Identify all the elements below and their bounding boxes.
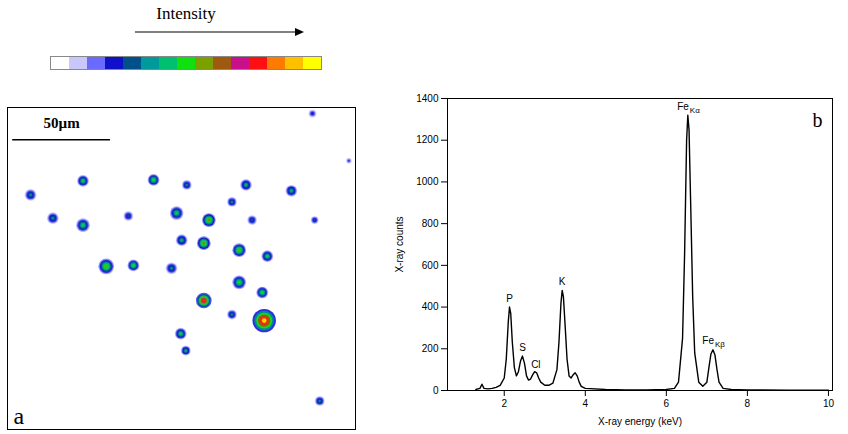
svg-text:Kα: Kα — [690, 106, 700, 115]
svg-text:b: b — [813, 109, 823, 131]
svg-text:X-ray counts: X-ray counts — [394, 216, 405, 272]
svg-text:200: 200 — [422, 343, 439, 354]
svg-text:Cl: Cl — [531, 359, 540, 370]
svg-text:Fe: Fe — [677, 101, 689, 112]
svg-text:2: 2 — [501, 398, 507, 409]
svg-text:0: 0 — [433, 385, 439, 396]
svg-text:X-ray energy (keV): X-ray energy (keV) — [598, 416, 682, 427]
svg-text:800: 800 — [422, 218, 439, 229]
svg-text:Kβ: Kβ — [715, 340, 725, 349]
svg-text:8: 8 — [745, 398, 751, 409]
html-text:Intensity: Intensity — [156, 4, 216, 23]
svg-text:4: 4 — [583, 398, 589, 409]
svg-text:50µm: 50µm — [44, 115, 81, 131]
svg-text:P: P — [506, 293, 513, 304]
svg-text:600: 600 — [422, 260, 439, 271]
svg-text:400: 400 — [422, 301, 439, 312]
svg-text:1000: 1000 — [416, 176, 439, 187]
svg-text:a: a — [14, 403, 25, 429]
svg-text:1400: 1400 — [416, 93, 439, 104]
svg-text:Fe: Fe — [702, 335, 714, 346]
svg-text:1200: 1200 — [416, 134, 439, 145]
svg-text:S: S — [519, 342, 526, 353]
svg-text:K: K — [559, 276, 566, 287]
svg-text:6: 6 — [664, 398, 670, 409]
svg-text:10: 10 — [823, 398, 835, 409]
